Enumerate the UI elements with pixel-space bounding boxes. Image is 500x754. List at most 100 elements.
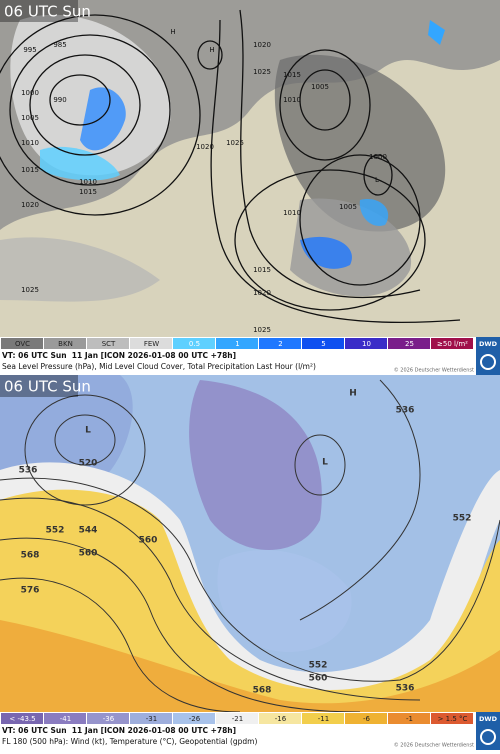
legend-label: -21 — [232, 715, 243, 723]
title-bg — [0, 0, 78, 22]
legend-label: -41 — [60, 715, 71, 723]
contour-label: 552 — [46, 526, 65, 536]
contour-label: L — [375, 176, 379, 184]
contour-label: 560 — [79, 549, 98, 559]
legend-label: 1 — [235, 340, 239, 348]
contour-label: 985 — [53, 41, 66, 49]
logo: DWD — [479, 340, 498, 348]
contour-label: 560 — [309, 674, 328, 684]
legend-label: -6 — [363, 715, 371, 723]
contour-label: 1015 — [253, 266, 271, 274]
legend-label: ≥50 l/m² — [437, 340, 468, 348]
contour-label: 1015 — [283, 71, 301, 79]
legend-swatch — [388, 338, 430, 349]
description: FL 180 (500 hPa): Wind (kt), Temperature… — [2, 737, 257, 746]
contour-label: H — [209, 46, 214, 54]
contour-label: 520 — [79, 459, 98, 469]
legend-label: 0.5 — [189, 340, 200, 348]
contour-label: 536 — [396, 406, 415, 416]
copyright: © 2026 Deutscher Wetterdienst — [394, 742, 474, 749]
map-bottom — [0, 375, 500, 713]
legend-swatch — [44, 713, 86, 724]
legend-swatch — [259, 338, 301, 349]
legend-swatch — [44, 338, 86, 349]
contour-label: 1000 — [21, 89, 39, 97]
legend-swatch — [1, 338, 43, 349]
legend-swatch — [87, 338, 129, 349]
legend-label: -11 — [318, 715, 329, 723]
legend-label: BKN — [58, 340, 73, 348]
legend-label: -26 — [189, 715, 201, 723]
contour-label: 1020 — [253, 289, 271, 297]
contour-label: L — [322, 458, 328, 468]
legend-swatch — [216, 713, 258, 724]
legend-label: -31 — [146, 715, 157, 723]
contour-label: 1025 — [21, 286, 39, 294]
legend-swatch — [259, 713, 301, 724]
contour-label: 1010 — [283, 209, 301, 217]
legend-swatch — [345, 713, 387, 724]
legend-swatch — [173, 338, 215, 349]
legend-swatch — [302, 338, 344, 349]
contour-label: L — [85, 426, 91, 436]
contour-label: 536 — [396, 684, 415, 694]
contour-label: 990 — [53, 96, 66, 104]
legend-swatch — [173, 713, 215, 724]
legend-swatch — [431, 713, 473, 724]
logo: DWD — [479, 715, 498, 723]
logo-icon — [480, 729, 496, 745]
contour-label: H — [349, 389, 357, 399]
contour-label: 1025 — [253, 68, 271, 76]
contour-label: 1020 — [196, 143, 214, 151]
map-title: 06 UTC Sun — [4, 3, 91, 21]
contour-label: 568 — [253, 686, 272, 696]
contour-label: 1020 — [21, 201, 39, 209]
legend-label: 2 — [278, 340, 282, 348]
contour-label: 1000 — [369, 153, 387, 161]
copyright: © 2026 Deutscher Wetterdienst — [394, 367, 474, 374]
legend-label: 5 — [321, 340, 325, 348]
contour-label: 1005 — [311, 83, 329, 91]
legend-swatch — [345, 338, 387, 349]
legend-label: 25 — [405, 340, 414, 348]
contour-label: 1005 — [339, 203, 357, 211]
valid-time: VT: 06 UTC Sun 11 Jan [ICON 2026-01-08 0… — [2, 351, 236, 360]
contour-label: H — [170, 28, 175, 36]
contour-label: 1010 — [21, 139, 39, 147]
contour-label: 536 — [19, 466, 38, 476]
contour-label: 552 — [453, 514, 472, 524]
contour-label: 995 — [23, 46, 36, 54]
legend-swatch — [302, 713, 344, 724]
contour-label: 544 — [79, 526, 98, 536]
legend-label: OVC — [15, 340, 30, 348]
contour-label: 1025 — [253, 326, 271, 334]
legend-label: SCT — [102, 340, 116, 348]
contour-label: 560 — [139, 536, 158, 546]
legend-label: 10 — [362, 340, 371, 348]
valid-time: VT: 06 UTC Sun 11 Jan [ICON 2026-01-08 0… — [2, 726, 236, 735]
description: Sea Level Pressure (hPa), Mid Level Clou… — [2, 362, 316, 371]
map-top — [0, 0, 500, 337]
contour-label: 1010 — [79, 178, 97, 186]
legend-label: FEW — [144, 340, 159, 348]
contour-label: 1020 — [253, 41, 271, 49]
legend-label: -1 — [406, 715, 413, 723]
legend-swatch — [431, 338, 473, 349]
legend-swatch — [130, 338, 172, 349]
legend-swatch — [130, 713, 172, 724]
legend-swatch — [388, 713, 430, 724]
contour-label: 1025 — [226, 139, 244, 147]
contour-label: 568 — [21, 551, 40, 561]
contour-label: 552 — [309, 661, 328, 671]
legend-label: -16 — [275, 715, 287, 723]
map-title: 06 UTC Sun — [4, 378, 91, 396]
legend-swatch — [216, 338, 258, 349]
legend-label: -36 — [103, 715, 115, 723]
contour-label: 1005 — [21, 114, 39, 122]
legend-swatch — [1, 713, 43, 724]
legend-swatch — [87, 713, 129, 724]
contour-label: 1015 — [21, 166, 39, 174]
contour-label: 576 — [21, 586, 40, 596]
title-bg — [0, 375, 78, 397]
